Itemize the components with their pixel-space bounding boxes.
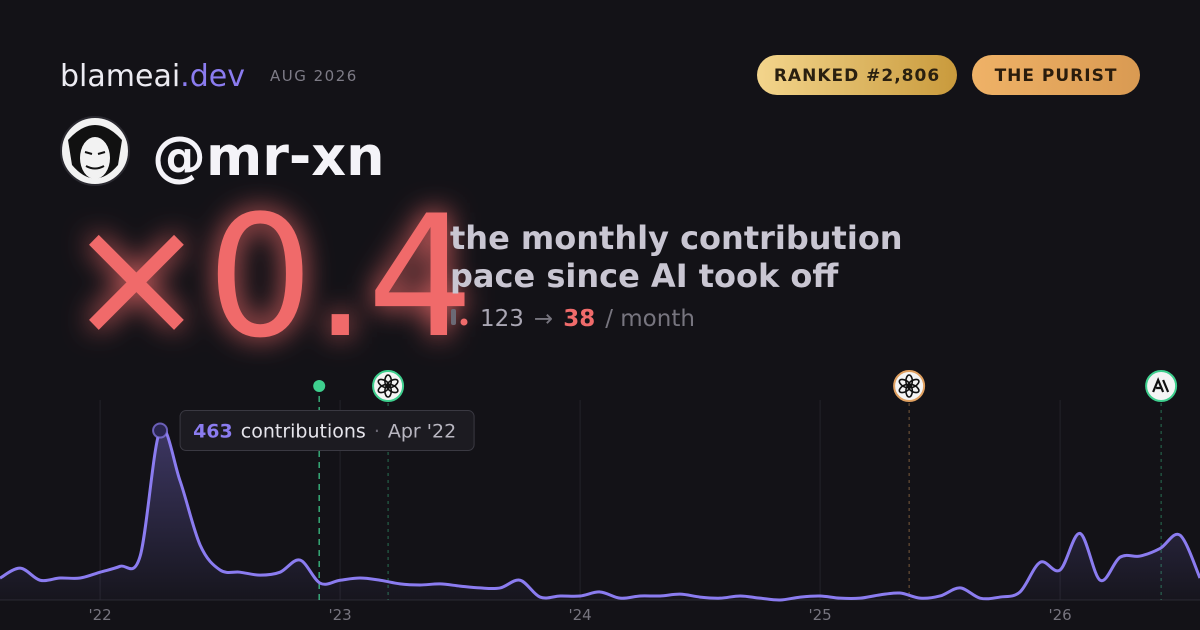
tooltip <box>179 410 475 452</box>
event-dot <box>313 380 326 392</box>
x-tick-label: '26 <box>1048 606 1071 624</box>
x-tick-label: '22 <box>88 606 111 624</box>
brand-name: blameai <box>60 59 180 94</box>
avatar <box>60 116 130 186</box>
after: 38 <box>563 306 595 332</box>
rank: RANKED #2,806 <box>774 66 940 86</box>
tooltip-date: Apr '22 <box>388 421 456 443</box>
brand: blameai.dev <box>60 59 245 94</box>
event-logo <box>377 378 390 389</box>
x-tick-label: '25 <box>808 606 831 624</box>
badge <box>972 55 1140 95</box>
x-tick-label: '24 <box>568 606 591 624</box>
tooltip-label: contributions <box>241 421 366 443</box>
event-icon <box>893 370 926 402</box>
highlight-point <box>152 422 169 439</box>
arrow: → <box>534 306 553 332</box>
tooltip-value: 463 <box>193 421 233 443</box>
badge-text: THE PURIST <box>995 66 1118 86</box>
caption: pace since AI took off <box>450 257 839 295</box>
event-icon <box>372 370 405 402</box>
rank-badge <box>757 55 957 95</box>
chart: '22 '23 '24 '25 '26 463 contributions · Apr '22 <box>0 370 1200 624</box>
before: 123 <box>480 306 524 332</box>
stat-icon <box>451 309 456 325</box>
handle: @mr-xn <box>152 125 385 188</box>
multiplier: ×0.4 <box>66 179 474 375</box>
event-logo <box>1152 377 1170 393</box>
area <box>0 428 1200 601</box>
event-logo <box>898 378 912 389</box>
brand-suffix: .dev <box>180 59 245 94</box>
unit: / month <box>605 306 695 332</box>
tooltip-sep: · <box>374 421 380 443</box>
stat: 123 → 38 / month <box>480 306 695 332</box>
line <box>0 426 1200 602</box>
date: AUG 2026 <box>270 67 358 85</box>
caption: the monthly contribution <box>450 219 903 257</box>
x-tick-label: '23 <box>328 606 351 624</box>
tooltip-text: 463 contributions · Apr '22 <box>193 421 456 443</box>
stat-icon <box>460 318 468 326</box>
